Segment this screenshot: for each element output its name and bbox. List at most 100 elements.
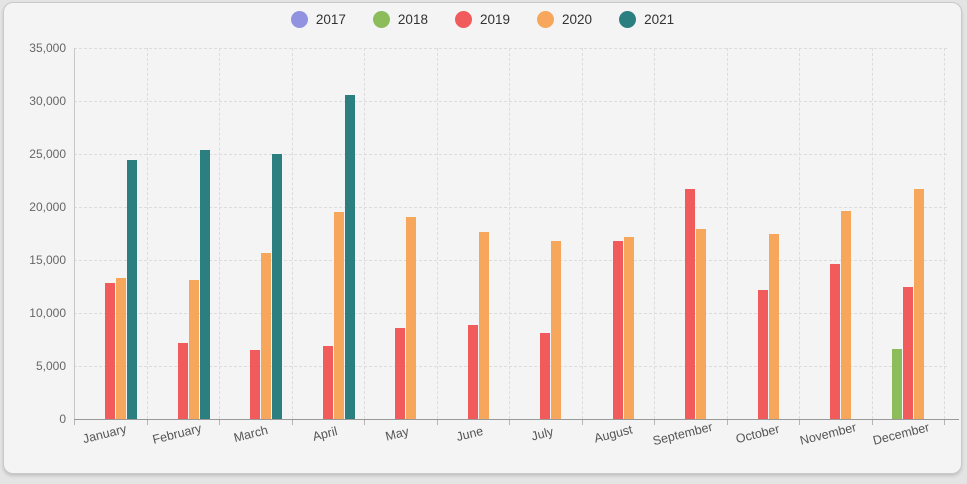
bar-2021-february[interactable] — [199, 149, 210, 419]
legend-item-2020[interactable]: 2020 — [537, 11, 592, 28]
v-gridline — [364, 48, 365, 419]
x-tick-label: May — [384, 424, 411, 444]
bar-2019-january[interactable] — [105, 283, 116, 419]
bar-group-september — [654, 48, 727, 419]
bar-group-april — [292, 48, 365, 419]
bar-group-june — [437, 48, 510, 419]
bar-2019-october[interactable] — [757, 289, 768, 419]
x-tick-label: January — [81, 421, 129, 447]
bar-2019-november[interactable] — [830, 264, 841, 419]
v-gridline — [871, 48, 873, 419]
v-gridline — [291, 48, 293, 419]
v-gridline — [581, 48, 583, 419]
bar-2021-april[interactable] — [344, 94, 355, 419]
legend-swatch-icon — [372, 11, 390, 28]
v-gridline — [74, 48, 75, 419]
x-tick-label: June — [454, 423, 485, 445]
bar-group-may — [364, 48, 437, 419]
x-axis-tick — [944, 420, 945, 425]
v-gridline — [219, 48, 220, 419]
h-gridline — [74, 154, 947, 155]
bar-2020-november[interactable] — [841, 211, 852, 419]
bar-2021-march[interactable] — [272, 154, 283, 419]
y-tick-label: 15,000 — [29, 253, 66, 267]
bar-2020-january[interactable] — [116, 278, 127, 419]
x-tick-label: November — [798, 420, 859, 448]
y-tick-label: 0 — [59, 412, 66, 426]
y-tick-label: 30,000 — [29, 94, 66, 108]
bar-2019-may[interactable] — [395, 327, 406, 419]
legend-swatch-icon — [619, 11, 637, 28]
legend-item-2018[interactable]: 2018 — [372, 11, 428, 28]
v-gridline — [654, 48, 655, 419]
y-tick-label: 20,000 — [29, 200, 66, 214]
legend-item-2019[interactable]: 2019 — [454, 11, 511, 28]
x-axis-tick — [291, 420, 293, 425]
x-axis-tick — [799, 420, 800, 425]
bar-group-march — [219, 48, 292, 419]
h-gridline — [74, 101, 947, 102]
bar-group-november — [799, 48, 872, 419]
x-axis-tick — [219, 420, 220, 425]
bar-2020-june[interactable] — [478, 232, 489, 419]
bar-2020-march[interactable] — [261, 252, 272, 419]
x-tick-label: August — [592, 422, 634, 446]
bar-2020-august[interactable] — [623, 236, 634, 419]
x-axis-tick — [364, 420, 365, 425]
plot-area — [74, 48, 947, 419]
x-tick-label: September — [651, 419, 715, 449]
chart-card: 2017 2018 2019 2020 2021 0 5,000 10,000 15,000 2… — [3, 2, 962, 474]
bar-2020-february[interactable] — [188, 280, 199, 419]
v-gridline — [146, 48, 148, 419]
bar-2019-august[interactable] — [612, 240, 623, 419]
x-tick-label: October — [734, 421, 781, 447]
legend-label: 2018 — [397, 12, 428, 27]
legend-label: 2017 — [315, 12, 346, 27]
bar-2019-june[interactable] — [467, 324, 478, 419]
h-gridline — [74, 313, 947, 314]
bar-2019-march[interactable] — [250, 350, 261, 419]
v-gridline — [944, 48, 945, 419]
bar-group-january — [74, 48, 147, 419]
h-gridline — [74, 260, 947, 261]
bar-2019-july[interactable] — [540, 333, 551, 419]
bar-group-december — [872, 48, 945, 419]
x-axis-tick — [581, 420, 583, 425]
bar-2021-january[interactable] — [127, 160, 138, 419]
bar-2020-july[interactable] — [551, 240, 562, 419]
bar-2020-april[interactable] — [333, 212, 344, 419]
legend-label: 2021 — [644, 12, 675, 27]
bar-2020-october[interactable] — [768, 233, 779, 419]
legend-item-2017[interactable]: 2017 — [290, 11, 346, 28]
legend-label: 2020 — [562, 12, 593, 27]
bar-2020-december[interactable] — [913, 188, 924, 419]
bar-group-february — [147, 48, 220, 419]
x-axis-tick — [726, 420, 728, 425]
legend-swatch-icon — [537, 11, 555, 28]
y-tick-label: 5,000 — [35, 359, 66, 373]
y-tick-label: 10,000 — [29, 306, 66, 320]
x-axis-tick — [146, 420, 148, 425]
legend-label: 2019 — [479, 12, 511, 27]
x-tick-label: March — [232, 423, 270, 445]
bar-2020-may[interactable] — [406, 216, 417, 419]
bar-2019-february[interactable] — [177, 342, 188, 419]
bar-2019-december[interactable] — [902, 286, 913, 419]
bar-2019-april[interactable] — [322, 345, 333, 419]
h-gridline — [74, 366, 947, 367]
legend-item-2021[interactable]: 2021 — [619, 11, 674, 28]
h-gridline — [74, 207, 947, 208]
bar-2019-september[interactable] — [685, 188, 696, 419]
x-axis-tick — [436, 420, 438, 425]
x-tick-label: April — [310, 424, 339, 444]
h-gridline — [74, 48, 947, 49]
y-tick-label: 35,000 — [29, 41, 66, 55]
bar-group-october — [727, 48, 800, 419]
x-tick-label: December — [871, 420, 931, 448]
bar-2020-september[interactable] — [696, 229, 707, 419]
bar-2018-december[interactable] — [891, 349, 902, 419]
chart-legend: 2017 2018 2019 2020 2021 — [4, 11, 961, 28]
x-axis-line — [74, 419, 959, 420]
v-gridline — [436, 48, 438, 419]
legend-swatch-icon — [454, 11, 472, 28]
